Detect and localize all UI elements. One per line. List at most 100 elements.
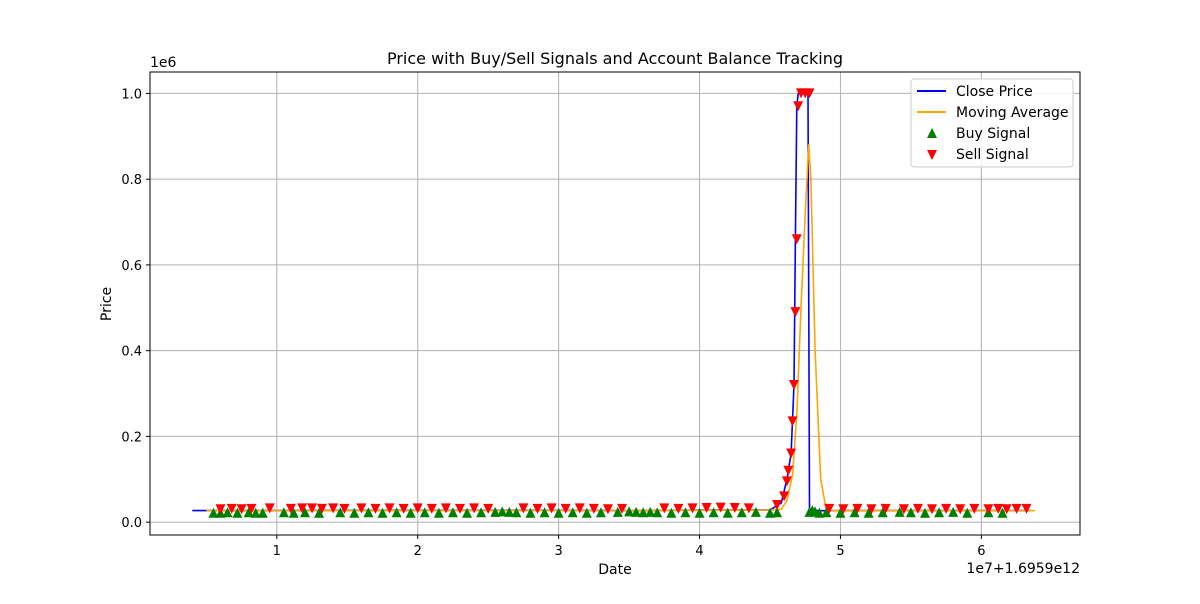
buy-signal-marker [772,507,783,518]
buy-signal-marker [680,507,691,518]
buy-signal-marker [666,507,677,518]
sell-signal-marker [715,502,726,513]
buy-signal-marker [511,507,522,518]
sell-signal-marker [772,499,783,510]
y-tick-label: 1.0 [121,87,142,102]
sell-signal-marker [297,503,308,514]
buy-signal-marker [300,507,310,518]
buy-signal-marker [222,507,233,518]
legend-close-label: Close Price [956,84,1033,100]
buy-signal-marker [447,507,458,518]
legend-box [910,78,1074,168]
sell-signal-marker [927,504,938,515]
sell-signal-marker [532,503,543,514]
buy-signal-marker [905,507,916,518]
legend-buy-label: Buy Signal [956,126,1030,142]
buy-signal-marker [335,507,346,518]
sell-signal-marker [602,504,613,515]
sell-signal-marker [788,379,799,390]
sell-signal-marker [398,503,409,514]
sell-signal-marker [246,503,257,514]
sell-signal-marker [588,503,599,514]
grid [150,72,1080,535]
sell-signal-marker [1001,504,1012,515]
sell-signal-marker [328,503,339,514]
sell-signal-marker [617,503,628,514]
y-tick-label: 0.6 [121,259,142,274]
sell-signal-marker [264,503,275,514]
buy-signal-marker [645,506,656,517]
buy-signal-marker [750,506,761,517]
sell-signal-marker [483,503,494,514]
buy-signal-marker [708,507,719,518]
buy-signal-marker [821,507,832,518]
buy-signal-marker [278,507,289,518]
sell-signal-marker [955,504,966,515]
buy-signal-marker [433,507,444,518]
x-tick-label: 3 [554,544,562,559]
sell-signal-marker [787,416,798,427]
sell-signal-marker [790,307,801,318]
buy-signal-marker [363,507,374,518]
sell-signal-marker [687,503,698,514]
buy-signal-marker [694,507,705,518]
sell-signal-marker [898,504,909,515]
sell-signal-marker [912,503,923,514]
chart-title: Price with Buy/Sell Signals and Account … [387,49,843,68]
sell-signal-marker [316,503,327,514]
buy-signal-marker [877,507,888,518]
buy-signal-marker [920,507,930,518]
buy-signal-marker [567,507,578,518]
buy-signal-marker [736,507,747,518]
y-tick-label: 0.2 [121,430,142,445]
buy-signal-marker [405,507,416,518]
sell-signal-marker [356,503,367,514]
buy-signal-marker [314,507,325,518]
buy-signal-marker [652,507,663,518]
sell-signal-marker [659,503,670,514]
x-tick-label: 5 [836,544,844,559]
buy-signal-marker [504,506,515,517]
sell-signal-marker [804,88,815,99]
buy-signal-marker [243,507,254,518]
buy-signal-marker [419,507,430,518]
sell-signal-marker [743,503,754,514]
buy-signal-marker [612,506,623,517]
buy-signal-marker [814,507,825,518]
buy-signal-marker [722,507,733,518]
sell-signal-marker [673,503,684,514]
buy-signal-marker [497,506,508,517]
buy-signal-marker [581,507,592,518]
sell-signal-marker [779,491,790,502]
y-axis: 0.0 0.2 0.4 0.6 0.8 1.0 [121,87,150,531]
sell-signal-marker [574,503,585,514]
x-axis-label: Date [598,562,631,578]
sell-signal-marker [838,504,849,515]
buy-signal-marker [765,507,775,518]
legend-sell-label: Sell Signal [956,147,1029,163]
x-tick-label: 4 [695,544,703,559]
sell-signal-marker [285,503,296,514]
buy-signal-marker [250,507,261,518]
buy-signal-marker [948,506,959,517]
x-tick-label: 2 [414,544,422,559]
sell-signal-marker [729,502,740,513]
sell-signal-marker [983,504,994,515]
legend-sell-marker [927,150,937,160]
sell-signal-marker [941,503,952,514]
buy-signal-marker [208,507,219,518]
sell-signal-marker [426,503,437,514]
x-tick-label: 6 [977,544,985,559]
sell-signal-marker [824,503,835,514]
sell-signal-marker [701,502,712,513]
y-axis-label: Price [99,287,115,321]
y-tick-label: 0.0 [121,516,142,531]
buy-signal-marker [849,507,860,518]
sell-signal-marker [781,476,792,487]
buy-signal-marker [257,507,268,518]
buy-signal-marker [835,507,846,518]
buy-signal-marker [624,506,635,517]
sell-signal-marker [1011,503,1022,514]
sell-signal-marker [969,503,980,514]
